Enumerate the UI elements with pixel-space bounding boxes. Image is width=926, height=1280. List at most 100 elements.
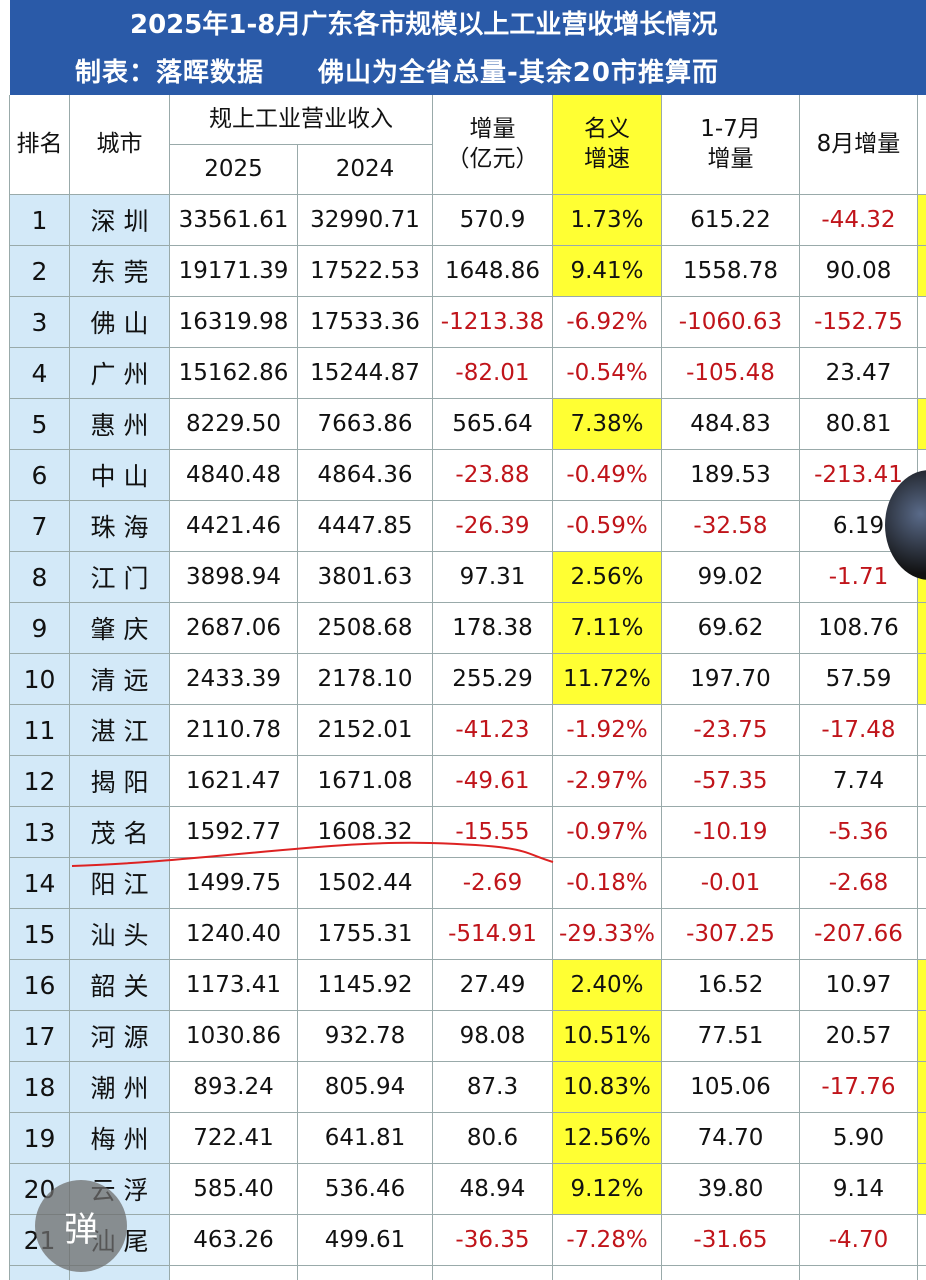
value-cell: 1145.92 xyxy=(298,960,433,1011)
value-cell: 932.78 xyxy=(298,1011,433,1062)
value-cell: 2110.78 xyxy=(170,705,298,756)
value-cell: 1558.78 xyxy=(662,246,800,297)
cell-text: -41.23 xyxy=(455,717,530,743)
value-cell: 48.94 xyxy=(433,1164,553,1215)
label-cell: 广州 xyxy=(70,348,170,399)
value-cell: -1.71 xyxy=(800,552,918,603)
edge-cell xyxy=(918,1062,926,1113)
value-cell: 97.31 xyxy=(433,552,553,603)
cell-text: 中山 xyxy=(90,462,157,491)
cell-text: 255.29 xyxy=(452,666,533,692)
cell-text: -23.88 xyxy=(455,462,530,488)
cell-text: 4447.85 xyxy=(317,513,413,539)
value-cell: 7.38% xyxy=(553,399,662,450)
value-cell: 189.53 xyxy=(662,450,800,501)
value-cell: 1240.40 xyxy=(170,909,298,960)
value-cell: 9.14 xyxy=(800,1164,918,1215)
header-cell: 2024 xyxy=(298,145,433,195)
cell-text: 565.64 xyxy=(452,411,533,437)
cell-text: 178.38 xyxy=(452,615,533,641)
value-cell: 536.46 xyxy=(298,1164,433,1215)
label-cell: 5 xyxy=(10,399,70,450)
edge-cell xyxy=(918,246,926,297)
cell-text: 3898.94 xyxy=(185,564,282,590)
cell-text: 1145.92 xyxy=(317,972,413,998)
edge-cell xyxy=(918,807,926,858)
value-cell: 2.56% xyxy=(553,552,662,603)
value-cell: -2.69 xyxy=(433,858,553,909)
cell-text: 17533.36 xyxy=(310,309,420,335)
header-cell: 增量 （亿元） xyxy=(433,95,553,195)
value-cell: -514.91 xyxy=(433,909,553,960)
cell-text: 1558.78 xyxy=(682,258,779,284)
value-cell: 98.08 xyxy=(433,1011,553,1062)
cell-text: 932.78 xyxy=(324,1023,406,1049)
cell-text: 1592.77 xyxy=(185,819,282,845)
cell-text: 6.19 xyxy=(832,513,885,539)
cell-text: 1648.86 xyxy=(444,258,541,284)
cell-text: 揭阳 xyxy=(90,768,157,797)
cell-text: 17 xyxy=(23,1021,56,1051)
cell-text: -7.28% xyxy=(566,1227,648,1253)
value-cell: 805.94 xyxy=(298,1062,433,1113)
header-cell xyxy=(918,95,926,195)
value-cell: -10.19 xyxy=(662,807,800,858)
value-cell: 11.72% xyxy=(553,654,662,705)
cell-text: 2508.68 xyxy=(317,615,413,641)
value-cell: 255.29 xyxy=(433,654,553,705)
value-cell: 16319.98 xyxy=(170,297,298,348)
value-cell: 2433.39 xyxy=(170,654,298,705)
cell-text: 肇庆 xyxy=(90,615,157,644)
cell-text: 4864.36 xyxy=(317,462,413,488)
value-cell: 17522.53 xyxy=(298,246,433,297)
label-cell: 3 xyxy=(10,297,70,348)
partial-cell xyxy=(10,1266,70,1280)
cell-text: -36.35 xyxy=(455,1227,530,1253)
table-left-border xyxy=(9,95,10,1280)
value-cell: 484.83 xyxy=(662,399,800,450)
edge-cell xyxy=(918,960,926,1011)
cell-text: 2433.39 xyxy=(185,666,282,692)
value-cell: 23.47 xyxy=(800,348,918,399)
cell-text: -5.36 xyxy=(828,819,889,845)
value-cell: 17533.36 xyxy=(298,297,433,348)
value-cell: 15244.87 xyxy=(298,348,433,399)
cell-text: 11 xyxy=(23,715,56,745)
cell-text: 排名 xyxy=(16,130,63,157)
label-cell: 19 xyxy=(10,1113,70,1164)
label-cell: 7 xyxy=(10,501,70,552)
cell-text: 57.59 xyxy=(825,666,892,692)
header-cell: 排名 xyxy=(10,95,70,195)
cell-text: 80.6 xyxy=(466,1125,519,1151)
value-cell: 5.90 xyxy=(800,1113,918,1164)
value-cell: 585.40 xyxy=(170,1164,298,1215)
edge-cell xyxy=(918,1113,926,1164)
cell-text: 2.56% xyxy=(570,564,644,590)
title-bar: 2025年1-8月广东各市规模以上工业营收增长情况 制表：落晖数据 佛山为全省总… xyxy=(10,0,926,95)
cell-text: 2110.78 xyxy=(185,717,282,743)
cell-text: -2.97% xyxy=(566,768,648,794)
value-cell: -0.18% xyxy=(553,858,662,909)
edge-cell xyxy=(918,756,926,807)
cell-text: 99.02 xyxy=(697,564,764,590)
danmaku-button[interactable]: 弹 xyxy=(35,1180,127,1272)
cell-text: 18 xyxy=(23,1072,56,1102)
cell-text: 清远 xyxy=(90,666,157,695)
cell-text: 增量 xyxy=(707,145,754,172)
cell-text: 19 xyxy=(23,1123,56,1153)
label-cell: 东莞 xyxy=(70,246,170,297)
cell-text: 69.62 xyxy=(697,615,764,641)
cell-text: -49.61 xyxy=(455,768,530,794)
value-cell: 9.41% xyxy=(553,246,662,297)
cell-text: 1755.31 xyxy=(317,921,413,947)
value-cell: -0.01 xyxy=(662,858,800,909)
cell-text: 197.70 xyxy=(690,666,771,692)
cell-text: （亿元） xyxy=(446,145,539,172)
value-cell: -57.35 xyxy=(662,756,800,807)
cell-text: 80.81 xyxy=(825,411,892,437)
value-cell: -44.32 xyxy=(800,195,918,246)
cell-text: 39.80 xyxy=(697,1176,764,1202)
value-cell: 197.70 xyxy=(662,654,800,705)
cell-text: 1-7月 xyxy=(700,115,761,142)
value-cell: 1648.86 xyxy=(433,246,553,297)
